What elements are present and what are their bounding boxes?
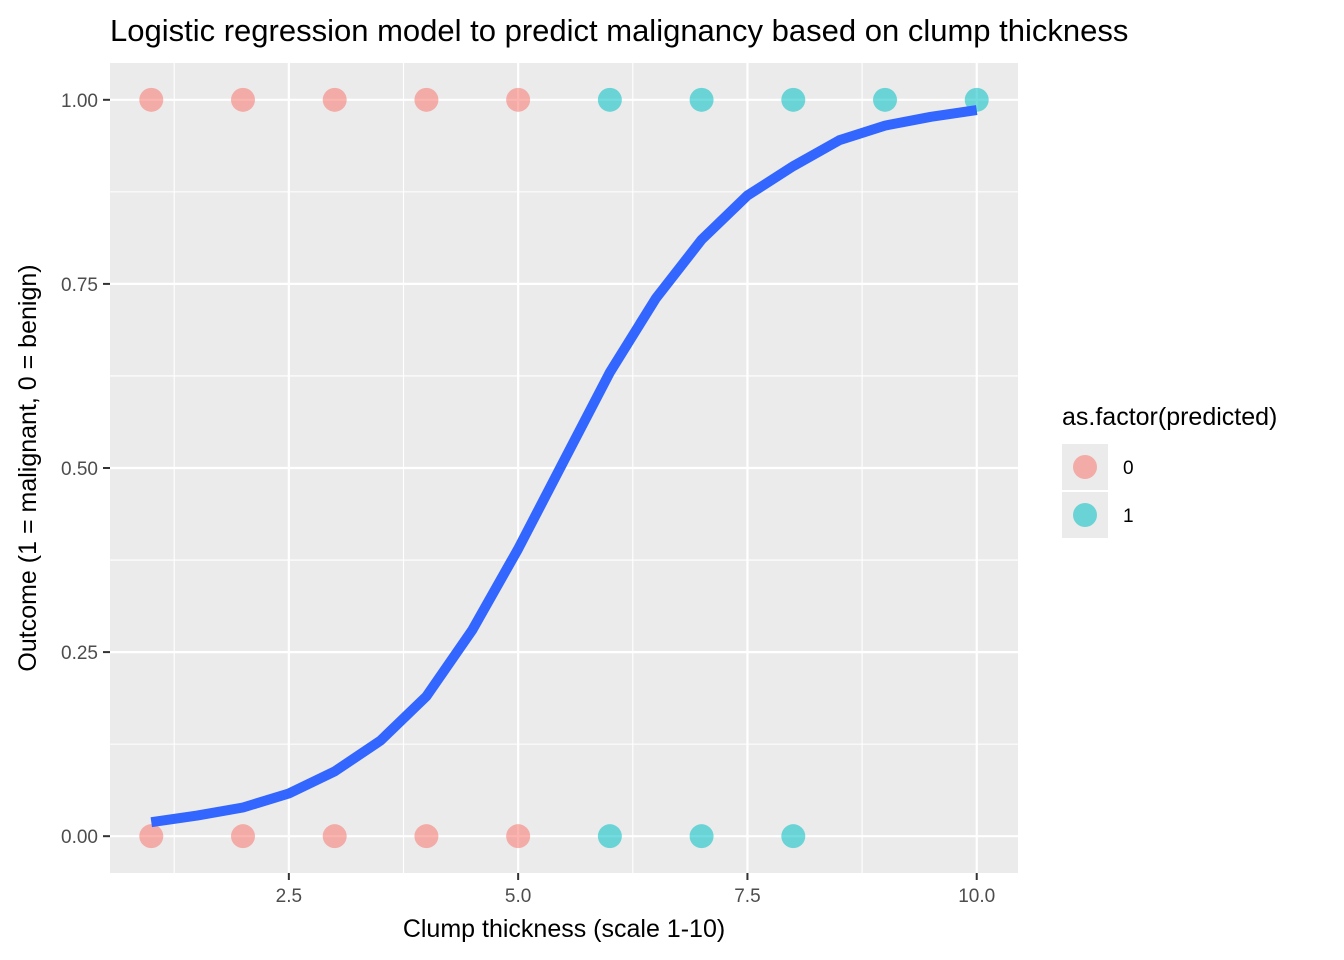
y-tick-label: 0.75 <box>61 275 98 296</box>
data-point <box>414 824 439 849</box>
data-point <box>597 824 622 849</box>
data-point <box>414 87 439 112</box>
data-point <box>964 87 989 112</box>
legend-label: 1 <box>1123 506 1134 527</box>
legend-swatch <box>1073 455 1097 479</box>
data-point <box>781 87 806 112</box>
data-point <box>597 87 622 112</box>
y-tick-label: 0.25 <box>61 643 98 664</box>
legend: as.factor(predicted) 01 <box>1062 403 1277 538</box>
x-tick-label: 10.0 <box>958 886 995 907</box>
x-axis-ticks: 2.5 5.0 7.5 10.0 <box>276 873 995 907</box>
data-point <box>230 824 255 849</box>
chart-title: Logistic regression model to predict mal… <box>110 13 1128 48</box>
data-point <box>322 824 347 849</box>
y-tick-label: 0.50 <box>61 459 98 480</box>
data-point <box>689 824 714 849</box>
y-axis-ticks: 0.00 0.25 0.50 0.75 1.00 <box>61 91 110 848</box>
data-point <box>322 87 347 112</box>
legend-label: 0 <box>1123 458 1134 479</box>
data-point <box>139 87 164 112</box>
data-point <box>230 87 255 112</box>
legend-entries: 01 <box>1062 444 1134 538</box>
x-tick-label: 7.5 <box>734 886 760 907</box>
fit-curve <box>150 105 978 828</box>
x-axis-title: Clump thickness (scale 1-10) <box>403 915 725 943</box>
x-tick-label: 5.0 <box>505 886 531 907</box>
data-point <box>139 824 164 849</box>
data-point <box>506 824 531 849</box>
data-point <box>506 87 531 112</box>
x-tick-label: 2.5 <box>276 886 302 907</box>
legend-swatch <box>1073 503 1097 527</box>
data-points <box>139 87 989 849</box>
y-axis-title: Outcome (1 = malignant, 0 = benign) <box>14 264 42 671</box>
y-tick-label: 1.00 <box>61 91 98 112</box>
data-point <box>689 87 714 112</box>
y-tick-label: 0.00 <box>61 827 98 848</box>
data-point <box>873 87 898 112</box>
legend-title: as.factor(predicted) <box>1062 403 1277 431</box>
data-point <box>781 824 806 849</box>
